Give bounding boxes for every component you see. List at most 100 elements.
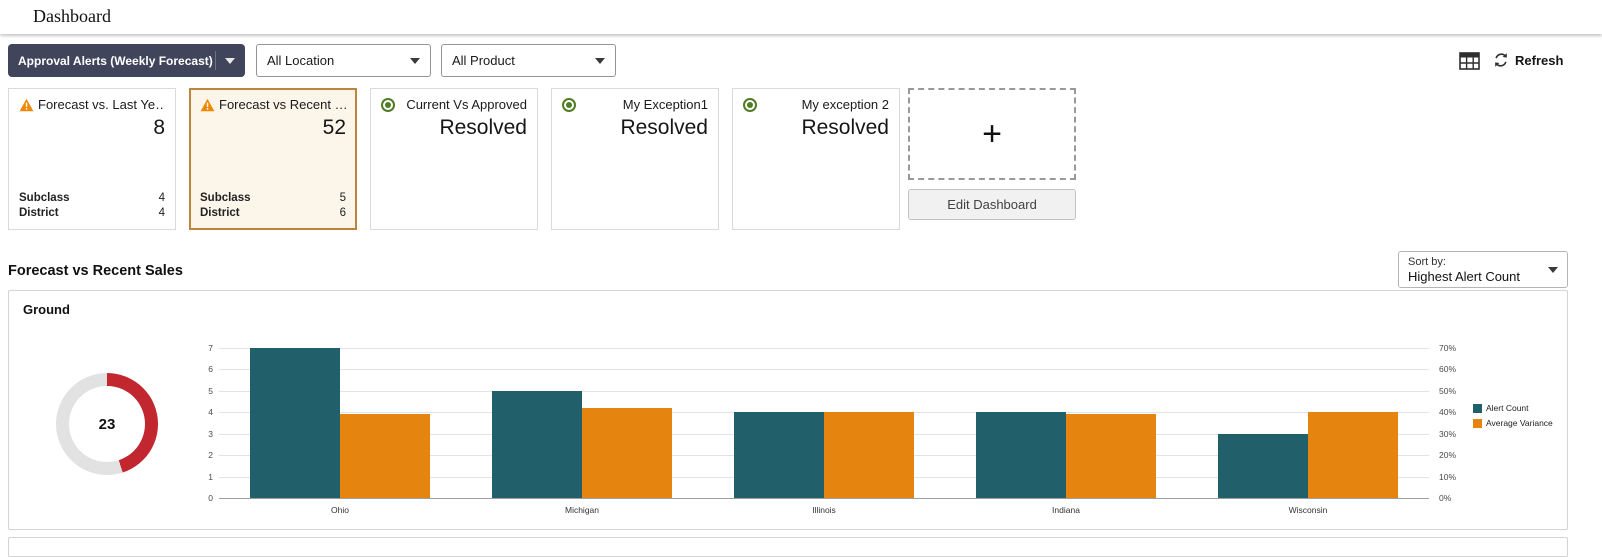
average-variance-bar[interactable] xyxy=(824,412,914,498)
chevron-down-icon xyxy=(595,57,605,64)
category-label: Wisconsin xyxy=(1288,505,1328,515)
right-axis-tick: 0% xyxy=(1439,493,1452,503)
tile-header: Forecast vs. Last Ye… xyxy=(19,97,165,112)
detail-name: District xyxy=(19,207,59,219)
select-divider xyxy=(215,51,216,70)
detail-name: Subclass xyxy=(200,192,251,204)
alert-count-bar[interactable] xyxy=(1218,433,1308,498)
add-tile-wrap: + Edit Dashboard xyxy=(908,88,1076,220)
sort-by-value: Highest Alert Count xyxy=(1408,269,1521,284)
warning-icon xyxy=(200,98,215,112)
tile-detail-row: Subclass 4 xyxy=(19,191,165,206)
next-section-panel xyxy=(8,537,1568,557)
chevron-down-icon xyxy=(1548,266,1558,273)
resolved-icon xyxy=(381,97,395,112)
left-axis-tick: 7 xyxy=(208,343,213,353)
tile-detail-row: Subclass 5 xyxy=(200,191,346,206)
location-select[interactable]: All Location xyxy=(256,44,431,77)
tile-detail-row: District 6 xyxy=(200,206,346,221)
tile-label: My exception 2 xyxy=(801,97,889,112)
right-axis-tick: 60% xyxy=(1439,364,1457,375)
alert-count-bar[interactable] xyxy=(734,412,824,498)
plus-icon: + xyxy=(982,114,1002,153)
legend-item: Alert Count xyxy=(1473,403,1553,413)
tile-label: Forecast vs. Last Ye… xyxy=(38,97,165,112)
tile-details: Subclass 5 District 6 xyxy=(200,191,346,221)
refresh-button[interactable]: Refresh xyxy=(1493,52,1563,68)
metric-tile[interactable]: Forecast vs Recent … 52 Subclass 5 District 6 xyxy=(189,88,357,230)
legend-item: Average Variance xyxy=(1473,418,1553,428)
average-variance-bar[interactable] xyxy=(340,414,430,498)
detail-name: Subclass xyxy=(19,192,70,204)
left-axis-tick: 3 xyxy=(208,428,213,439)
legend-label: Average Variance xyxy=(1486,418,1553,428)
gridline xyxy=(219,369,1429,371)
product-value: All Product xyxy=(452,53,515,68)
metric-tile[interactable]: Current Vs Approved Resolved xyxy=(370,88,538,230)
metric-tile[interactable]: My Exception1 Resolved xyxy=(551,88,719,230)
category-label: Ohio xyxy=(331,505,349,515)
section-title: Forecast vs Recent Sales xyxy=(8,263,183,279)
refresh-icon xyxy=(1495,53,1507,67)
category-label: Michigan xyxy=(564,505,600,515)
tile-label: My Exception1 xyxy=(622,97,708,112)
edit-dashboard-button[interactable]: Edit Dashboard xyxy=(908,189,1076,220)
left-axis-tick: 0 xyxy=(208,493,213,503)
gridline xyxy=(219,348,1429,349)
average-variance-bar[interactable] xyxy=(1066,414,1156,498)
legend-swatch xyxy=(1473,403,1482,413)
tile-label: Current Vs Approved xyxy=(406,97,527,112)
tile-value: Resolved xyxy=(439,116,527,139)
tile-header: Current Vs Approved xyxy=(381,97,527,112)
chart-panel: Ground 23 0 1 2 3 4 5 6 7 0% 10% 20% 30% 40% 50% 60% 70… xyxy=(8,290,1568,530)
resolved-icon xyxy=(562,97,576,112)
gridline xyxy=(219,390,1429,392)
sort-by-select[interactable]: Sort by: Highest Alert Count xyxy=(1398,251,1568,288)
detail-value: 6 xyxy=(339,207,346,219)
right-axis-tick: 70% xyxy=(1439,343,1457,353)
right-axis-tick: 50% xyxy=(1439,385,1457,396)
resolved-icon xyxy=(743,97,757,112)
detail-value: 4 xyxy=(158,207,165,219)
dashboard-profile-select[interactable]: Approval Alerts (Weekly Forecast) xyxy=(8,44,245,77)
tile-value: Resolved xyxy=(620,116,708,139)
metric-tile[interactable]: Forecast vs. Last Ye… 8 Subclass 4 District 4 xyxy=(8,88,176,230)
right-axis-tick: 20% xyxy=(1439,450,1457,461)
tile-label: Forecast vs Recent … xyxy=(219,97,346,112)
page-title: Dashboard xyxy=(33,6,111,26)
metric-tile[interactable]: My exception 2 Resolved xyxy=(732,88,900,230)
donut-value: 23 xyxy=(69,386,145,462)
tile-value: Resolved xyxy=(801,116,889,139)
add-tile-button[interactable]: + xyxy=(908,88,1076,180)
donut-chart[interactable]: 23 xyxy=(56,373,158,475)
product-select[interactable]: All Product xyxy=(441,44,616,77)
tile-detail-row: District 4 xyxy=(19,206,165,221)
tile-value: 8 xyxy=(153,116,165,139)
tile-header: Forecast vs Recent … xyxy=(200,97,346,112)
left-axis-tick: 2 xyxy=(208,450,213,461)
warning-icon xyxy=(19,98,34,112)
chevron-down-icon xyxy=(225,57,235,64)
gridline xyxy=(219,498,1429,499)
right-axis-tick: 40% xyxy=(1439,407,1457,418)
dashboard-profile-value: Approval Alerts (Weekly Forecast) xyxy=(18,53,213,68)
top-header: Dashboard xyxy=(0,0,1602,34)
category-label: Illinois xyxy=(812,505,836,515)
average-variance-bar[interactable] xyxy=(1308,412,1398,498)
alert-count-bar[interactable] xyxy=(250,348,340,498)
category-label: Indiana xyxy=(1052,505,1080,515)
chart-canvas: 0 1 2 3 4 5 6 7 0% 10% 20% 30% 40% 50% 60% 70% Ohio Michi… xyxy=(9,291,1567,529)
tile-header: My exception 2 xyxy=(743,97,889,112)
tile-row: Forecast vs. Last Ye… 8 Subclass 4 District 4… xyxy=(8,88,900,230)
tile-header: My Exception1 xyxy=(562,97,708,112)
right-axis-tick: 10% xyxy=(1439,471,1457,482)
grid-view-button[interactable] xyxy=(1459,52,1480,70)
left-axis-tick: 5 xyxy=(208,385,213,396)
left-axis-tick: 4 xyxy=(208,407,213,418)
detail-value: 4 xyxy=(158,192,165,204)
average-variance-bar[interactable] xyxy=(582,408,672,498)
alert-count-bar[interactable] xyxy=(976,412,1066,498)
legend-label: Alert Count xyxy=(1486,403,1529,413)
alert-count-bar[interactable] xyxy=(492,390,582,498)
chevron-down-icon xyxy=(410,57,420,64)
